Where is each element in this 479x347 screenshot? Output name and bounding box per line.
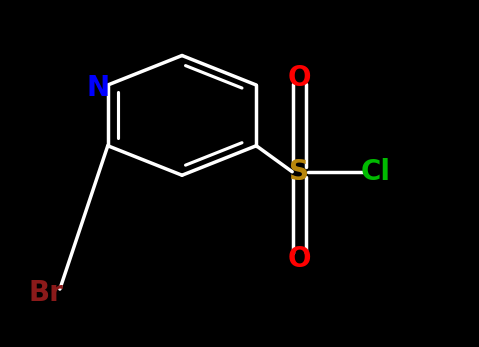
Text: Cl: Cl xyxy=(361,158,391,186)
Text: O: O xyxy=(287,64,311,92)
Text: S: S xyxy=(289,158,309,186)
Text: N: N xyxy=(87,75,110,102)
Text: O: O xyxy=(287,245,311,272)
Text: Br: Br xyxy=(28,279,63,307)
